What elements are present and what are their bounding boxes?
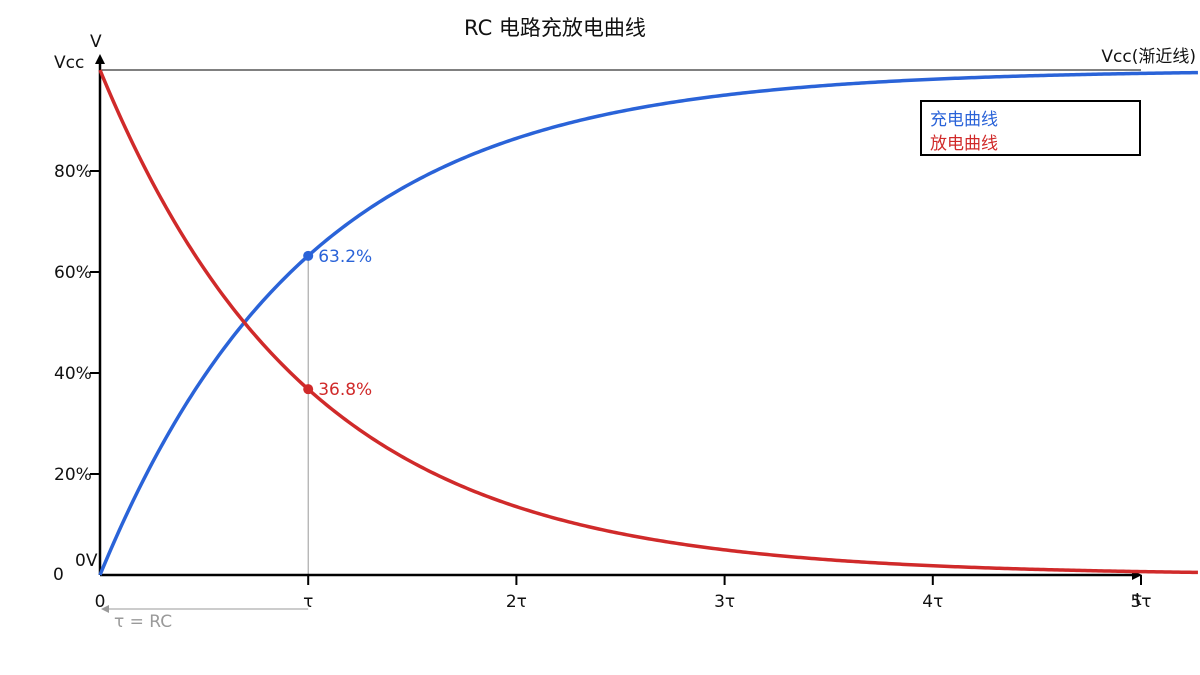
asymptote-label: Vcc(渐近线) xyxy=(1101,47,1196,67)
x-tick-label: 4τ xyxy=(922,592,943,612)
charge-curve xyxy=(98,70,1198,576)
discharge-point-marker xyxy=(303,384,314,395)
tau-note-label: τ = RC xyxy=(114,612,172,632)
y-tick-label: Vcc xyxy=(54,53,84,73)
zero-volt-label: 0V xyxy=(75,551,98,571)
x-tick-label: 5τ xyxy=(1130,592,1151,612)
x-tick-label: 3τ xyxy=(714,592,735,612)
y-ticks: 0 20% 40% 60% 80% Vcc xyxy=(53,53,100,585)
x-tick-label: τ xyxy=(303,592,313,612)
charge-point-marker xyxy=(303,250,314,261)
legend-box xyxy=(920,100,1141,156)
discharge-curve xyxy=(98,69,1198,575)
y-tick-label: 0 xyxy=(53,565,64,585)
x-tick-label: 0 xyxy=(95,592,106,612)
legend-item-discharge: 放电曲线 xyxy=(930,134,998,154)
y-axis-label: V xyxy=(90,32,102,52)
y-tick-label: 40% xyxy=(54,364,92,384)
x-tick-label: 2τ xyxy=(506,592,527,612)
x-ticks: 0 τ 2τ 3τ 4τ 5τ xyxy=(95,575,1152,612)
chart-title: RC 电路充放电曲线 xyxy=(464,16,646,40)
y-tick-label: 60% xyxy=(54,263,92,283)
charge-point-label: 63.2% xyxy=(318,247,372,267)
legend-item-charge: 充电曲线 xyxy=(930,110,998,130)
y-tick-label: 80% xyxy=(54,162,92,182)
y-tick-label: 20% xyxy=(54,465,92,485)
x-axis-label: t xyxy=(1135,590,1142,610)
discharge-point-label: 36.8% xyxy=(318,380,372,400)
legend: 充电曲线 放电曲线 xyxy=(920,100,1141,156)
